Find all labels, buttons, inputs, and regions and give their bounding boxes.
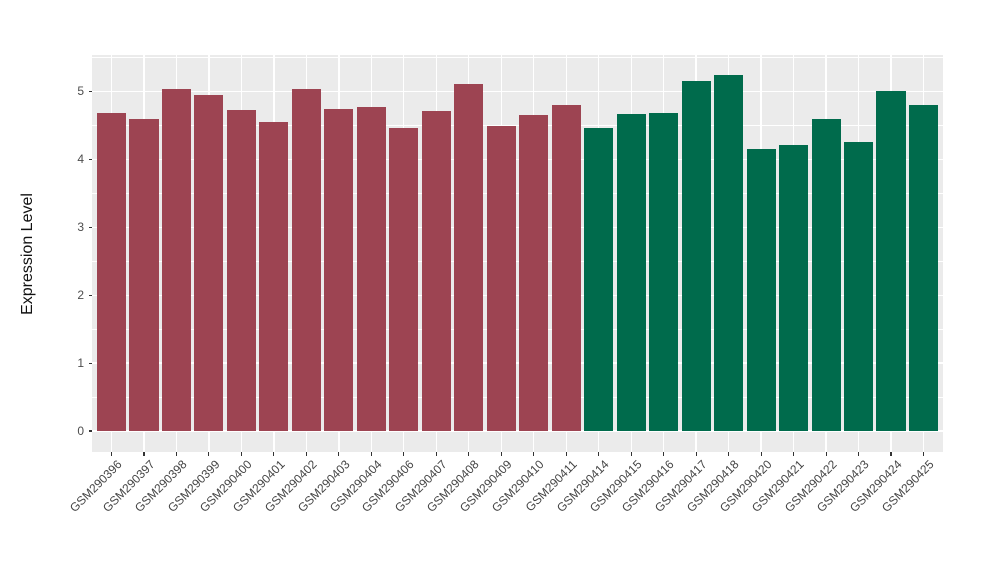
x-tick-mark (500, 452, 502, 456)
gridline-minor (92, 125, 943, 126)
gridline-minor (92, 261, 943, 262)
gridline-minor (92, 193, 943, 194)
x-tick-mark (240, 452, 242, 456)
bar-GSM290411 (551, 105, 581, 431)
y-tick-label: 2 (77, 287, 84, 302)
bar-GSM290407 (421, 111, 451, 431)
y-tick-mark (88, 430, 92, 432)
x-tick-mark (825, 452, 827, 456)
bar-GSM290408 (454, 84, 484, 431)
x-tick-mark (273, 452, 275, 456)
bar-GSM290404 (356, 106, 386, 431)
gridline-minor (92, 396, 943, 398)
bar-GSM290422 (811, 118, 841, 431)
gridline-minor (92, 328, 943, 330)
bar-GSM290425 (908, 104, 939, 431)
x-tick-mark (110, 452, 113, 456)
x-tick-mark (728, 452, 730, 456)
x-tick-mark (695, 452, 697, 456)
x-tick-mark (630, 452, 632, 456)
x-tick-mark (760, 452, 762, 456)
y-tick-mark (88, 158, 92, 161)
x-tick-mark (533, 452, 535, 456)
gridline-minor (92, 57, 943, 59)
gridline-major (92, 294, 943, 296)
bar-GSM290409 (486, 126, 516, 431)
x-tick-mark (598, 452, 600, 456)
bar-GSM290400 (226, 110, 256, 431)
x-tick-mark (305, 452, 307, 456)
bar-GSM290414 (584, 127, 614, 431)
gridline-major (92, 226, 943, 229)
y-tick-label: 3 (77, 219, 84, 234)
x-tick-mark (370, 452, 372, 456)
gridline-major (92, 362, 943, 364)
y-tick-label: 1 (77, 355, 84, 370)
y-tick-label: 4 (77, 152, 84, 166)
x-tick-mark (468, 452, 470, 456)
x-tick-mark (143, 452, 145, 456)
x-tick-mark (663, 452, 665, 456)
bar-GSM290410 (519, 115, 549, 431)
bar-GSM290421 (779, 145, 809, 431)
bar-GSM290399 (194, 95, 224, 431)
gridline-major (92, 90, 943, 93)
bar-GSM290398 (161, 88, 191, 431)
bar-GSM290402 (291, 88, 321, 431)
bar-GSM290397 (129, 118, 159, 431)
x-tick-mark (922, 452, 925, 456)
bar-GSM290401 (259, 122, 289, 431)
x-tick-mark (403, 452, 405, 456)
gridline-major (92, 430, 943, 432)
bar-GSM290416 (649, 112, 679, 431)
x-tick-mark (857, 452, 860, 456)
bar-GSM290417 (681, 80, 711, 431)
bar-GSM290406 (389, 128, 419, 431)
x-tick-mark (565, 452, 567, 456)
bar-GSM290424 (876, 91, 906, 431)
x-tick-mark (208, 452, 210, 456)
y-tick-label: 5 (77, 84, 84, 99)
bar-GSM290423 (843, 141, 874, 431)
x-tick-mark (435, 452, 437, 456)
y-tick-mark (88, 226, 92, 228)
bar-GSM290396 (96, 113, 127, 431)
y-tick-mark (88, 91, 92, 93)
gridline-major (92, 158, 943, 161)
x-tick-mark (338, 452, 340, 456)
plot-panel (92, 55, 943, 452)
y-tick-mark (88, 362, 92, 364)
x-tick-mark (890, 452, 892, 456)
bar-GSM290418 (714, 75, 744, 431)
bar-GSM290403 (324, 108, 354, 431)
bar-GSM290420 (746, 149, 776, 431)
x-tick-mark (793, 452, 795, 456)
y-tick-mark (88, 294, 92, 296)
y-tick-label: 0 (77, 423, 84, 438)
bar-GSM290415 (616, 114, 646, 431)
x-tick-mark (175, 452, 178, 456)
